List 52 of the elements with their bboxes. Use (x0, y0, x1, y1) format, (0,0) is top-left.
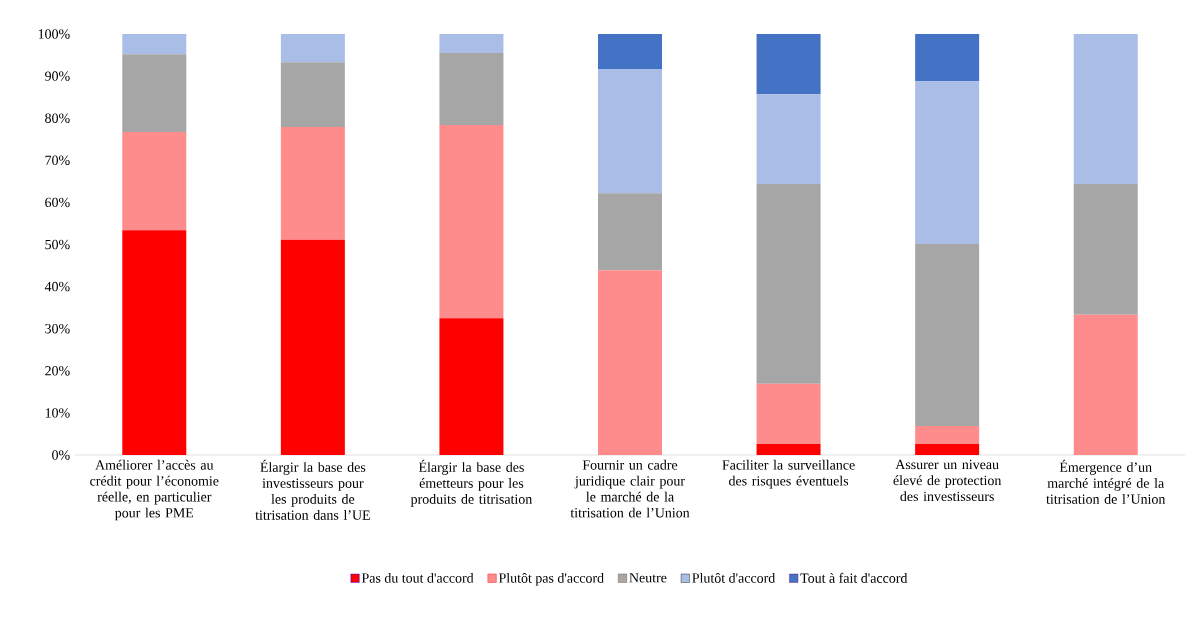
bar (280, 239, 345, 455)
bar (122, 34, 187, 55)
x-tick-label: Élargir la base des investisseurs pour les produits de titrisation dans l’UE (255, 459, 370, 520)
bar (915, 425, 980, 445)
bar (598, 193, 662, 271)
bar (122, 132, 187, 231)
bar (598, 270, 662, 455)
bar (1073, 34, 1138, 184)
bar (915, 81, 980, 245)
y-tick-label: 100% (38, 29, 70, 39)
x-tick-label: Améliorer l’accès au crédit pour l’économie réelle, en particulier pour les PME (90, 459, 219, 521)
y-tick-label: 50% (45, 239, 70, 250)
y-tick-label: 0% (52, 450, 70, 460)
bar (756, 444, 821, 455)
bar (122, 230, 187, 455)
x-tick-label: Assurer un niveau élevé de protection des investisseurs (893, 459, 1002, 502)
bar (439, 124, 504, 319)
bar (756, 383, 821, 445)
legend-label: Pas du tout d'accord (361, 572, 474, 583)
x-tick-label: Émergence d’un marché intégré de la titrisation de l’Union (1046, 459, 1166, 504)
x-tick-label: Fournir un cadre juridique clair pour le marché de la titrisation de l’Union (570, 459, 690, 518)
bar (1073, 314, 1138, 455)
y-tick-label: 90% (45, 71, 70, 81)
bar (439, 318, 504, 455)
bar (1073, 183, 1138, 315)
bar (122, 54, 187, 133)
bar (280, 127, 345, 240)
legend-label: Plutôt pas d'accord (498, 572, 604, 586)
bar (915, 444, 980, 455)
y-tick-label: 70% (45, 155, 70, 166)
bar (756, 94, 821, 184)
bar (439, 34, 504, 53)
bar (598, 68, 662, 194)
bar (756, 183, 821, 384)
bar (915, 34, 980, 82)
y-tick-label: 40% (44, 281, 70, 292)
x-tick-label: Faciliter la surveillance des risques éventuels (722, 459, 855, 489)
y-tick-label: 30% (45, 323, 70, 334)
legend-label: Plutôt d'accord (692, 572, 776, 583)
y-tick-label: 10% (45, 408, 70, 418)
bar (598, 34, 662, 69)
legend-label: Neutre (629, 573, 667, 583)
bar (280, 62, 345, 128)
bar (756, 34, 821, 95)
y-tick-label: 20% (45, 366, 70, 376)
bar (915, 244, 980, 426)
legend-label: Tout à fait d'accord (800, 572, 908, 583)
y-tick-label: 60% (45, 197, 70, 208)
y-tick-label: 80% (45, 113, 70, 123)
bar (280, 34, 345, 63)
bar (439, 52, 504, 125)
x-tick-label: Élargir la base des émetteurs pour les produits de titrisation (410, 459, 533, 507)
